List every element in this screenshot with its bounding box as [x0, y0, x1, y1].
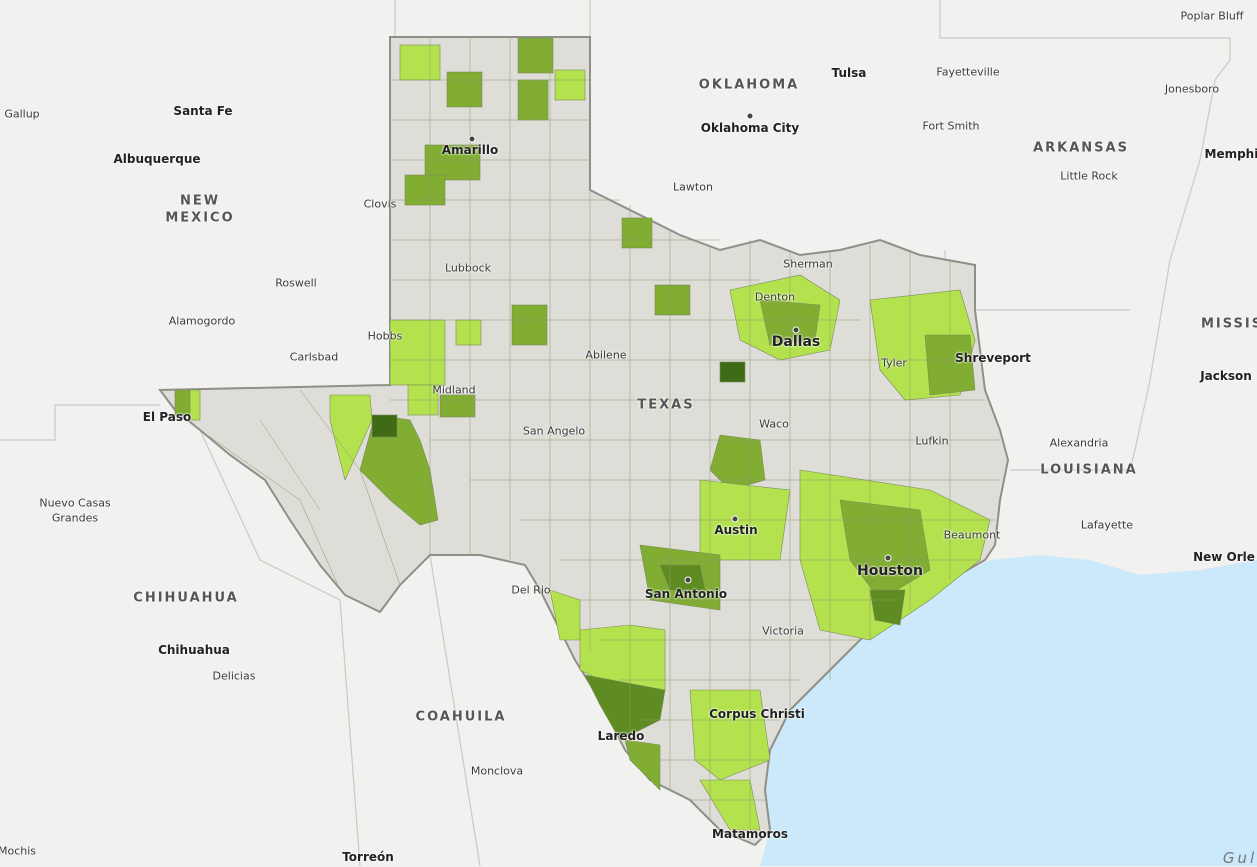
label-mochis: Mochis	[0, 844, 37, 858]
label-new-orleans: New Orle	[1193, 550, 1255, 564]
label-matamoros: Matamoros	[712, 827, 788, 841]
label-louisiana: LOUISIANA	[1040, 462, 1138, 478]
label-houston: Houston	[857, 563, 923, 579]
label-alamogordo: Alamogordo	[168, 314, 236, 328]
city-marker-amarillo	[468, 135, 476, 143]
label-hobbs: Hobbs	[367, 329, 403, 343]
label-lufkin: Lufkin	[915, 434, 949, 448]
label-san-antonio: San Antonio	[644, 587, 728, 601]
label-nuevo-casas-grandes-1: Nuevo Casas	[39, 496, 111, 510]
gulf-water	[760, 555, 1257, 866]
city-marker-dallas	[792, 326, 800, 334]
label-oklahoma: OKLAHOMA	[698, 77, 800, 93]
label-jackson: Jackson	[1200, 369, 1252, 383]
label-delicias: Delicias	[212, 669, 256, 683]
label-fort-smith: Fort Smith	[922, 119, 980, 133]
label-gulf: Gul	[1222, 849, 1257, 867]
label-coahuila: COAHUILA	[415, 709, 507, 725]
label-clovis: Clovis	[363, 197, 397, 211]
label-oklahoma-city: Oklahoma City	[700, 121, 800, 135]
label-chihuahua-state: CHIHUAHUA	[133, 590, 239, 606]
label-laredo: Laredo	[597, 729, 645, 743]
label-arkansas: ARKANSAS	[1033, 140, 1129, 156]
label-shreveport: Shreveport	[955, 351, 1031, 365]
label-albuquerque: Albuquerque	[113, 152, 201, 166]
label-lubbock: Lubbock	[444, 261, 492, 275]
label-gallup: Gallup	[4, 107, 40, 121]
label-santa-fe: Santa Fe	[173, 104, 233, 118]
label-corpus-christi: Corpus Christi	[709, 707, 805, 721]
label-austin: Austin	[714, 523, 758, 537]
label-el-paso: El Paso	[142, 410, 192, 424]
label-mississippi: MISSIS	[1200, 316, 1257, 332]
texas-shape[interactable]	[158, 36, 1010, 847]
city-marker-houston	[884, 554, 892, 562]
label-alexandria: Alexandria	[1049, 436, 1109, 450]
county-borders	[199, 37, 1000, 840]
label-del-rio: Del Rio	[511, 583, 551, 597]
label-fayetteville: Fayetteville	[936, 65, 1000, 79]
city-marker-san-antonio	[684, 576, 692, 584]
label-roswell: Roswell	[275, 276, 317, 290]
label-chihuahua: Chihuahua	[158, 643, 230, 657]
label-tyler: Tyler	[881, 356, 907, 370]
label-san-angelo: San Angelo	[522, 424, 586, 438]
label-carlsbad: Carlsbad	[289, 350, 339, 364]
label-midland: Midland	[432, 383, 476, 397]
label-poplar-bluff: Poplar Bluff	[1180, 9, 1244, 23]
label-tulsa: Tulsa	[831, 66, 867, 80]
label-monclova: Monclova	[470, 764, 524, 778]
label-denton: Denton	[754, 290, 796, 304]
city-marker-austin	[731, 515, 739, 523]
label-amarillo: Amarillo	[441, 143, 499, 157]
label-torreon: Torreón	[342, 850, 394, 864]
city-marker-oklahoma-city	[746, 112, 754, 120]
label-memphis: Memphis	[1204, 147, 1257, 161]
label-jonesboro: Jonesboro	[1164, 82, 1220, 96]
label-little-rock: Little Rock	[1060, 169, 1118, 183]
label-dallas: Dallas	[771, 334, 821, 350]
label-texas: TEXAS	[637, 397, 695, 413]
label-beaumont: Beaumont	[943, 528, 1001, 542]
label-sherman: Sherman	[783, 257, 833, 271]
label-victoria: Victoria	[762, 624, 804, 638]
label-new-mexico-2: MEXICO	[165, 210, 235, 226]
label-nuevo-casas-grandes-2: Grandes	[51, 511, 99, 525]
label-waco: Waco	[759, 417, 789, 431]
label-lawton: Lawton	[673, 180, 713, 194]
label-lafayette: Lafayette	[1080, 518, 1134, 532]
label-abilene: Abilene	[585, 348, 627, 362]
label-new-mexico-1: NEW	[179, 193, 221, 209]
